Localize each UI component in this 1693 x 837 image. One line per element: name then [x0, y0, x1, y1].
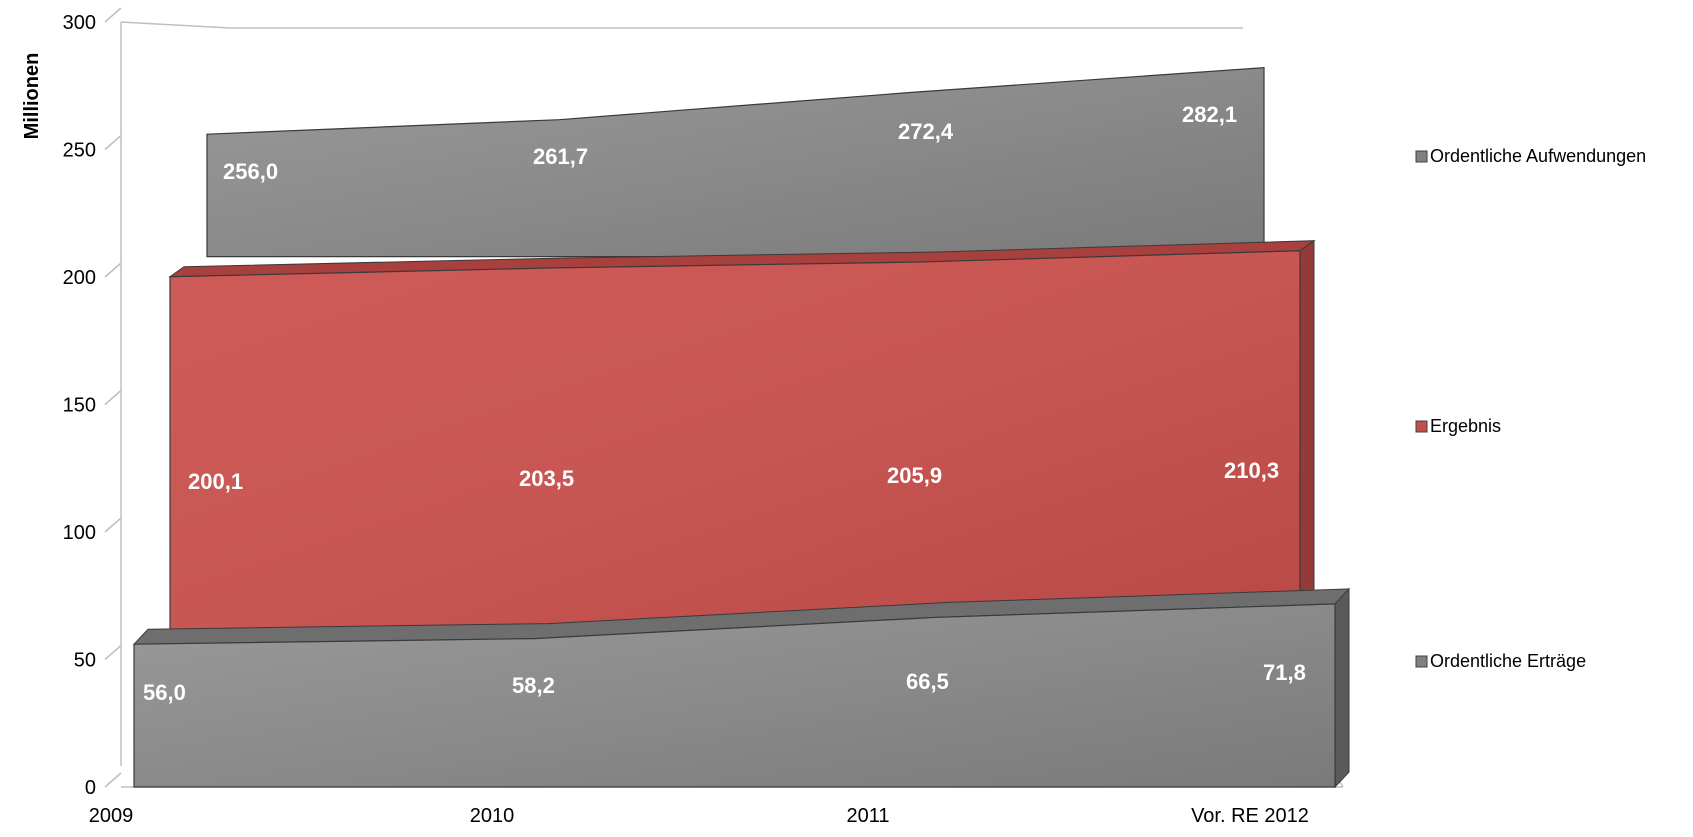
legend-swatch [1415, 655, 1428, 668]
y-axis-ticks: 0 50 100 150 200 250 300 [63, 7, 122, 799]
legend-swatch [1415, 420, 1428, 433]
data-label: 66,5 [906, 669, 949, 694]
y-tick-label: 100 [63, 522, 96, 544]
x-axis-ticks: 2009 2010 2011 Vor. RE 2012 [89, 805, 1309, 827]
y-tick-mark [104, 517, 122, 533]
y-tick-mark [104, 644, 122, 661]
data-label: 256,0 [223, 159, 278, 184]
data-label: 200,1 [188, 469, 243, 494]
y-tick-mark [104, 262, 122, 278]
area-side-face [1299, 239, 1315, 635]
legend-label: Ergebnis [1430, 416, 1501, 436]
y-tick-label: 300 [63, 12, 96, 34]
area-series-2 [206, 67, 1265, 258]
y-tick-label: 50 [74, 650, 96, 672]
data-label: 261,7 [533, 144, 588, 169]
legend-swatch [1415, 150, 1428, 163]
y-tick-label: 150 [63, 395, 96, 417]
y-tick-mark [104, 134, 122, 151]
x-tick-label: 2010 [470, 805, 515, 827]
data-label: 56,0 [143, 680, 186, 705]
chart-areas [132, 67, 1351, 789]
x-tick-label: 2011 [846, 805, 889, 827]
back-wall-top-line [120, 21, 231, 29]
y-axis-title: Millionen [21, 53, 43, 140]
data-label: 210,3 [1224, 458, 1279, 483]
y-tick-label: 0 [85, 777, 96, 799]
y-tick-mark [104, 772, 122, 788]
data-label: 272,4 [898, 119, 954, 144]
y-tick-mark [104, 7, 122, 23]
data-label: 58,2 [512, 673, 555, 698]
chart-data-labels: 56,0 58,2 66,5 71,8 200,1 203,5 205,9 210,3 256,… [143, 102, 1306, 705]
legend: Ordentliche Aufwendungen Ergebnis Ordentli… [1415, 146, 1646, 671]
x-tick-label: 2009 [89, 805, 134, 827]
data-label: 71,8 [1263, 660, 1306, 685]
y-tick-label: 250 [63, 140, 96, 162]
y-tick-label: 200 [63, 267, 96, 289]
legend-label: Ordentliche Aufwendungen [1430, 146, 1646, 166]
data-label: 203,5 [519, 466, 574, 491]
data-label: 282,1 [1182, 102, 1237, 127]
area-side-face [1334, 587, 1350, 789]
area-series-1 [169, 250, 1301, 635]
y-tick-mark [104, 389, 122, 406]
data-label: 205,9 [887, 463, 942, 488]
x-tick-label: Vor. RE 2012 [1191, 805, 1309, 827]
legend-label: Ordentliche Erträge [1430, 651, 1586, 671]
area-series-0 [133, 603, 1336, 788]
